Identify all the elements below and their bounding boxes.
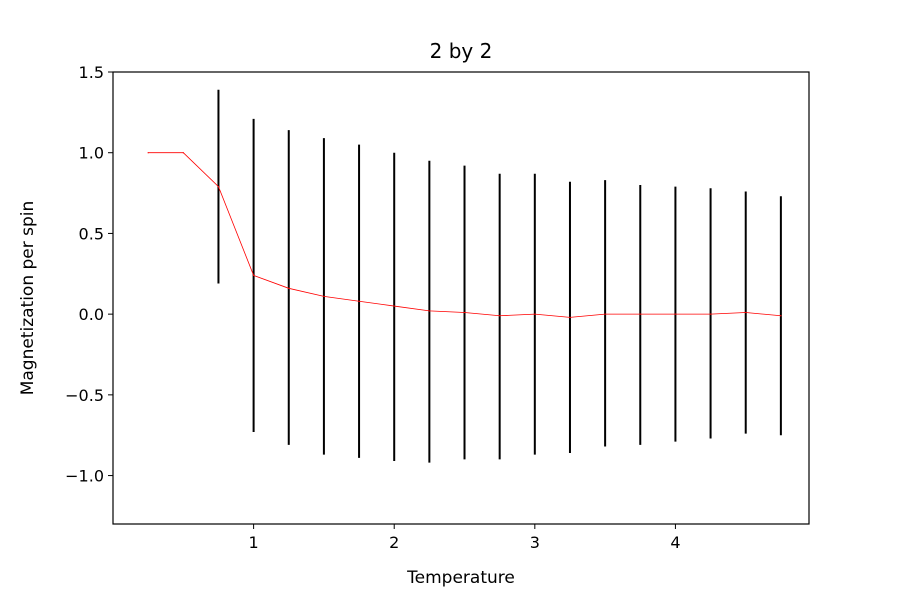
data-point <box>182 152 184 154</box>
data-point <box>463 311 466 314</box>
data-point <box>499 315 501 317</box>
x-axis-label: Temperature <box>406 568 515 588</box>
x-axis: 1 2 3 4 <box>249 524 681 552</box>
y-tick-label: 0.5 <box>79 224 104 243</box>
y-tick-label: −0.5 <box>65 386 104 405</box>
data-point <box>147 152 149 154</box>
data-point <box>217 186 220 188</box>
y-tick-label: −1.0 <box>65 467 104 486</box>
chart-title: 2 by 2 <box>430 39 493 63</box>
y-tick-label: 0.0 <box>79 305 104 324</box>
data-point <box>428 310 430 312</box>
data-point <box>323 295 325 297</box>
data-point <box>639 313 641 315</box>
y-tick-label: 1.0 <box>79 144 104 163</box>
y-axis: 1.5 1.0 0.5 0.0 −0.5 −1.0 <box>65 63 113 486</box>
data-point <box>358 300 360 302</box>
x-tick-label: 2 <box>389 533 399 552</box>
data-point <box>745 311 747 314</box>
plot-area <box>147 89 782 463</box>
data-point <box>709 313 712 315</box>
x-tick-label: 1 <box>249 533 259 552</box>
axes-frame <box>112 71 810 525</box>
x-tick-label: 4 <box>670 533 680 552</box>
data-point <box>288 287 290 289</box>
data-point <box>534 313 536 315</box>
data-point <box>604 313 606 315</box>
data-point <box>780 315 782 317</box>
data-point <box>253 274 255 276</box>
y-axis-label: Magnetization per spin <box>18 201 38 396</box>
y-tick-label: 1.5 <box>79 63 104 82</box>
data-point <box>393 305 395 307</box>
data-point <box>569 316 571 318</box>
x-tick-label: 3 <box>530 533 540 552</box>
data-point <box>674 313 677 315</box>
